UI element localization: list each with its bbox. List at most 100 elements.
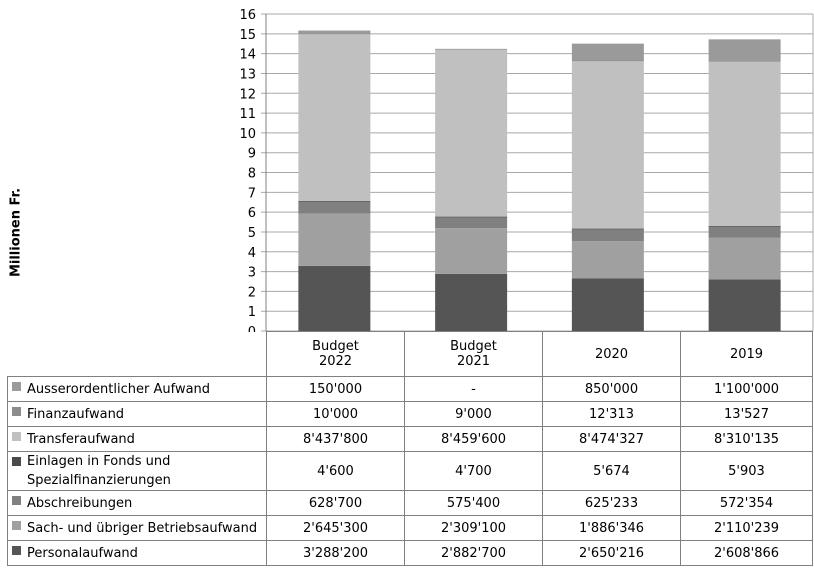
- y-tick-label: 5: [248, 226, 256, 241]
- chart-plot: 012345678910111213141516: [239, 8, 814, 332]
- y-tick-label: 12: [239, 87, 256, 102]
- bar-segment: [435, 228, 508, 274]
- bar-segment: [435, 49, 508, 217]
- bar-segment: [571, 228, 644, 242]
- bar-segment: [571, 60, 644, 62]
- row-header: Abschreibungen: [7, 490, 267, 516]
- column-header: 2020: [542, 331, 681, 377]
- data-cell: 13'527: [680, 401, 813, 427]
- row-header: Personalaufwand: [7, 540, 267, 566]
- bar-segment: [435, 216, 508, 218]
- y-tick-label: 13: [239, 67, 256, 82]
- y-tick-label: 11: [239, 107, 256, 122]
- data-cell: 2'882'700: [404, 540, 543, 566]
- y-tick-label: 8: [248, 167, 256, 182]
- bar-segment: [571, 241, 644, 279]
- data-cell: 5'674: [542, 451, 681, 491]
- bar-segment: [298, 213, 371, 266]
- data-cell: -: [404, 376, 543, 402]
- column-header: Budget 2022: [266, 331, 405, 377]
- y-tick-label: 9: [248, 147, 256, 162]
- data-cell: 8'459'600: [404, 426, 543, 452]
- bar-segment: [298, 265, 371, 331]
- bar-segment: [298, 33, 371, 35]
- y-tick-label: 3: [248, 266, 256, 281]
- series-name: Sach- und übriger Betriebsaufwand: [27, 520, 258, 536]
- legend-swatch: [12, 381, 21, 391]
- legend-swatch: [12, 545, 21, 555]
- data-cell: 628'700: [266, 490, 405, 516]
- table-row: Ausserordentlicher Aufwand 150'000-850'00…: [7, 376, 813, 402]
- data-cell: 150'000: [266, 376, 405, 402]
- series-name: Transferaufwand: [27, 431, 135, 447]
- data-cell: 4'700: [404, 451, 543, 491]
- table-corner: [7, 331, 267, 377]
- row-header: Einlagen in Fonds und Spezialfinanzierung…: [7, 451, 267, 491]
- y-tick-label: 2: [248, 285, 256, 300]
- table-row: Personalaufwand 3'288'200 2'882'700 2'650'2…: [7, 540, 813, 566]
- legend-swatch: [12, 520, 21, 530]
- bar-segment: [298, 30, 371, 34]
- bar-segment: [298, 33, 371, 201]
- row-header: Transferaufwand: [7, 426, 267, 452]
- legend-swatch: [12, 457, 21, 466]
- bar-segment: [708, 61, 781, 227]
- table-row: Einlagen in Fonds und Spezialfinanzierung…: [7, 451, 813, 491]
- bar-segment: [708, 237, 781, 280]
- data-cell: 2'110'239: [680, 515, 813, 541]
- legend-swatch: [12, 495, 21, 505]
- data-cell: 12'313: [542, 401, 681, 427]
- series-name: Finanzaufwand: [27, 406, 125, 422]
- bar-segment: [708, 61, 781, 62]
- data-cell: 2'309'100: [404, 515, 543, 541]
- legend-swatch: [12, 431, 21, 441]
- data-cell: 850'000: [542, 376, 681, 402]
- series-name: Einlagen in Fonds und Spezialfinanzierung…: [27, 454, 171, 488]
- y-tick-label: 10: [239, 127, 256, 142]
- y-tick-label: 16: [239, 8, 256, 23]
- data-cell: 2'650'216: [542, 540, 681, 566]
- legend-swatch: [12, 406, 21, 416]
- y-tick-label: 7: [248, 186, 256, 201]
- table-row: Abschreibungen 628'700 575'400 625'233 572'3…: [7, 490, 813, 516]
- data-cell: 2'645'300: [266, 515, 405, 541]
- y-tick-label: 4: [248, 246, 256, 261]
- data-cell: 8'310'135: [680, 426, 813, 452]
- y-tick-label: 14: [239, 48, 256, 63]
- bar-segment: [571, 278, 644, 331]
- bar-segment: [435, 48, 508, 50]
- data-cell: 8'474'327: [542, 426, 681, 452]
- data-table: Budget 2022 Budget 2021 2020 2019 Ausserordent…: [7, 331, 813, 566]
- row-header: Ausserordentlicher Aufwand: [7, 376, 267, 402]
- y-tick-label: 6: [248, 206, 256, 221]
- bar-segment: [708, 279, 781, 331]
- bar-segment: [571, 43, 644, 61]
- bar-segment: [708, 226, 781, 238]
- data-cell: 4'600: [266, 451, 405, 491]
- bar-segment: [708, 39, 781, 62]
- data-cell: 10'000: [266, 401, 405, 427]
- bar-segment: [435, 216, 508, 229]
- data-cell: 2'608'866: [680, 540, 813, 566]
- series-name: Abschreibungen: [27, 495, 133, 511]
- data-cell: 9'000: [404, 401, 543, 427]
- column-header: Budget 2021: [404, 331, 543, 377]
- bar-segment: [571, 228, 644, 230]
- bar-segment: [298, 200, 371, 214]
- table-row: Finanzaufwand 10'000 9'000 12'313 13'527: [7, 401, 813, 427]
- data-cell: 5'903: [680, 451, 813, 491]
- bar-segment: [571, 60, 644, 229]
- y-tick-label: 15: [239, 28, 256, 43]
- data-cell: 575'400: [404, 490, 543, 516]
- data-cell: 3'288'200: [266, 540, 405, 566]
- data-cell: 8'437'800: [266, 426, 405, 452]
- y-tick-label: 1: [248, 305, 256, 320]
- row-header: Sach- und übriger Betriebsaufwand: [7, 515, 267, 541]
- y-axis-label: Millionen Fr.: [8, 187, 24, 278]
- data-cell: 1'886'346: [542, 515, 681, 541]
- bar-segment: [435, 273, 508, 331]
- bar-segment: [708, 226, 781, 227]
- row-header: Finanzaufwand: [7, 401, 267, 427]
- data-cell: 572'354: [680, 490, 813, 516]
- data-cell: 1'100'000: [680, 376, 813, 402]
